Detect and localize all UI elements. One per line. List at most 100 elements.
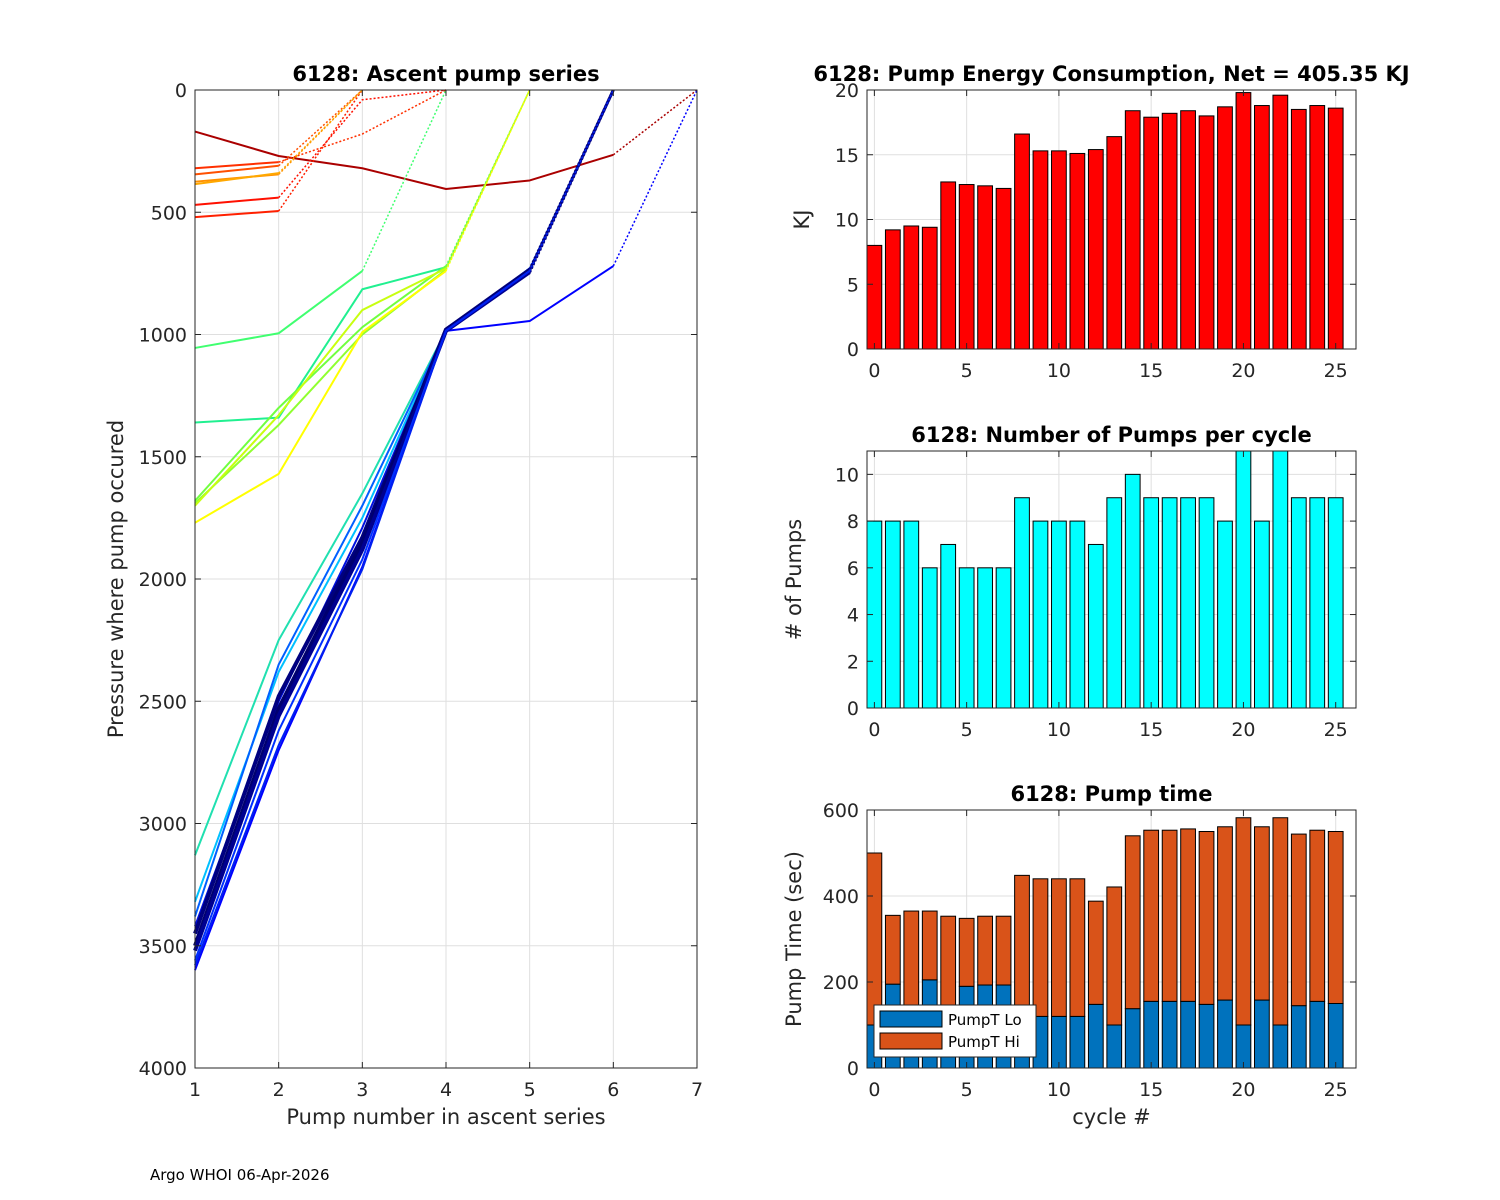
bar-pumpt-lo bbox=[1198, 1003, 1215, 1069]
chart-title: 6128: Pump time bbox=[1010, 782, 1212, 806]
series-line-0 bbox=[194, 130, 614, 191]
bar-pumpt-lo bbox=[1069, 1015, 1086, 1069]
y-tick-label: 400 bbox=[823, 886, 859, 908]
y-tick-label: 20 bbox=[835, 80, 859, 102]
bar-pumpt-hi bbox=[1069, 878, 1086, 1017]
bar bbox=[977, 185, 993, 350]
bar-pumpt-lo bbox=[1124, 1008, 1141, 1069]
chart-title: 6128: Ascent pump series bbox=[292, 62, 599, 86]
bar-pumpt-hi bbox=[884, 914, 901, 985]
bar bbox=[1180, 110, 1196, 350]
bar bbox=[1124, 473, 1141, 709]
chart-title: 6128: Pump Energy Consumption, Net = 405… bbox=[813, 62, 1409, 86]
y-tick-label: 5 bbox=[847, 274, 859, 296]
y-tick-label: 500 bbox=[151, 202, 187, 224]
y-tick-label: 0 bbox=[847, 1058, 859, 1080]
x-tick-label: 10 bbox=[1047, 1079, 1071, 1101]
bar-pumpt-hi bbox=[1014, 874, 1030, 1017]
series-tail-18 bbox=[528, 89, 615, 271]
legend: PumpT Lo PumpT Hi bbox=[873, 1004, 1037, 1058]
legend-label: PumpT Lo bbox=[948, 1011, 1022, 1029]
bar bbox=[1254, 105, 1270, 350]
x-tick-label: 1 bbox=[189, 1079, 201, 1101]
bar-pumpt-hi bbox=[1254, 826, 1270, 1001]
bar-pumpt-hi bbox=[866, 852, 883, 1026]
y-tick-label: 200 bbox=[823, 972, 859, 994]
y-tick-label: 1000 bbox=[139, 325, 187, 347]
bar bbox=[995, 567, 1012, 709]
bar bbox=[1051, 150, 1067, 350]
x-tick-label: 5 bbox=[961, 719, 973, 741]
bar-pumpt-hi bbox=[1235, 817, 1252, 1026]
bar-pumpt-lo bbox=[1217, 999, 1233, 1069]
y-tick-label: 10 bbox=[835, 210, 859, 232]
bar bbox=[1254, 520, 1270, 709]
chart-pumps: 0 5 10 15 20 25 0 2 4 6 8 10 6128: Number of Pumps p… bbox=[782, 423, 1357, 741]
bar-pumpt-lo bbox=[1161, 1000, 1178, 1069]
bar bbox=[958, 184, 975, 350]
series-tail-12 bbox=[445, 89, 531, 272]
bar bbox=[884, 229, 901, 350]
bar bbox=[1272, 450, 1289, 709]
series-tail-13 bbox=[612, 89, 698, 267]
bar bbox=[995, 187, 1012, 350]
bar-pumpt-hi bbox=[977, 915, 993, 986]
bar bbox=[1051, 520, 1067, 709]
bar bbox=[958, 567, 975, 709]
x-tick-label: 2 bbox=[273, 1079, 285, 1101]
y-tick-label: 600 bbox=[823, 800, 859, 822]
bar bbox=[940, 181, 957, 350]
bar-pumpt-hi bbox=[1217, 826, 1233, 1001]
x-tick-label: 7 bbox=[691, 1079, 703, 1101]
y-tick-label: 3500 bbox=[139, 936, 187, 958]
x-tick-label: 20 bbox=[1231, 1079, 1255, 1101]
bar bbox=[1014, 133, 1030, 350]
series-line-22 bbox=[194, 270, 531, 966]
bar bbox=[940, 543, 957, 709]
bar bbox=[1143, 497, 1160, 709]
y-tick-label: 4 bbox=[847, 605, 859, 627]
bar bbox=[903, 225, 920, 350]
bar bbox=[1290, 497, 1307, 709]
series-line-3 bbox=[194, 161, 279, 170]
bar bbox=[1069, 520, 1086, 709]
y-axis-label: # of Pumps bbox=[782, 519, 806, 641]
x-tick-label: 20 bbox=[1231, 719, 1255, 741]
series-tail-9 bbox=[445, 89, 531, 267]
x-tick-label: 5 bbox=[524, 1079, 536, 1101]
bar-pumpt-hi bbox=[1106, 886, 1123, 1026]
bar bbox=[884, 520, 901, 709]
bar-pumpt-lo bbox=[1106, 1024, 1123, 1069]
series-tail-22 bbox=[528, 89, 615, 272]
bar-pumpt-hi bbox=[1198, 831, 1215, 1005]
bar-pumpt-lo bbox=[1254, 999, 1270, 1069]
y-tick-label: 4000 bbox=[139, 1058, 187, 1080]
series-line-9 bbox=[194, 265, 447, 502]
x-tick-label: 10 bbox=[1047, 719, 1071, 741]
y-tick-label: 0 bbox=[847, 339, 859, 361]
bar bbox=[1106, 136, 1123, 350]
bar-pumpt-hi bbox=[1180, 828, 1196, 1002]
x-tick-label: 25 bbox=[1324, 1079, 1348, 1101]
y-tick-label: 0 bbox=[847, 698, 859, 720]
chart-pumptime: 0 5 10 15 20 25 0 200 400 600 6128: Pump time cycle… bbox=[782, 782, 1357, 1129]
y-tick-label: 15 bbox=[835, 145, 859, 167]
y-tick-label: 3000 bbox=[139, 814, 187, 836]
bar bbox=[1106, 497, 1123, 709]
bar bbox=[1161, 497, 1178, 709]
series-line-7 bbox=[194, 270, 363, 349]
y-axis-label: Pressure where pump occured bbox=[104, 420, 128, 738]
footer-text: Argo WHOI 06-Apr-2026 bbox=[150, 1166, 330, 1184]
axes-box bbox=[866, 450, 1357, 709]
series-line-1 bbox=[194, 210, 279, 219]
y-tick-label: 2000 bbox=[139, 569, 187, 591]
bar-pumpt-lo bbox=[1272, 1024, 1289, 1069]
bar-pumpt-hi bbox=[1327, 831, 1344, 1004]
bar bbox=[1235, 92, 1252, 350]
series-tail-3 bbox=[278, 89, 447, 163]
y-tick-label: 1500 bbox=[139, 447, 187, 469]
series-line-4 bbox=[194, 164, 279, 176]
bar-pumpt-hi bbox=[1309, 829, 1326, 1002]
